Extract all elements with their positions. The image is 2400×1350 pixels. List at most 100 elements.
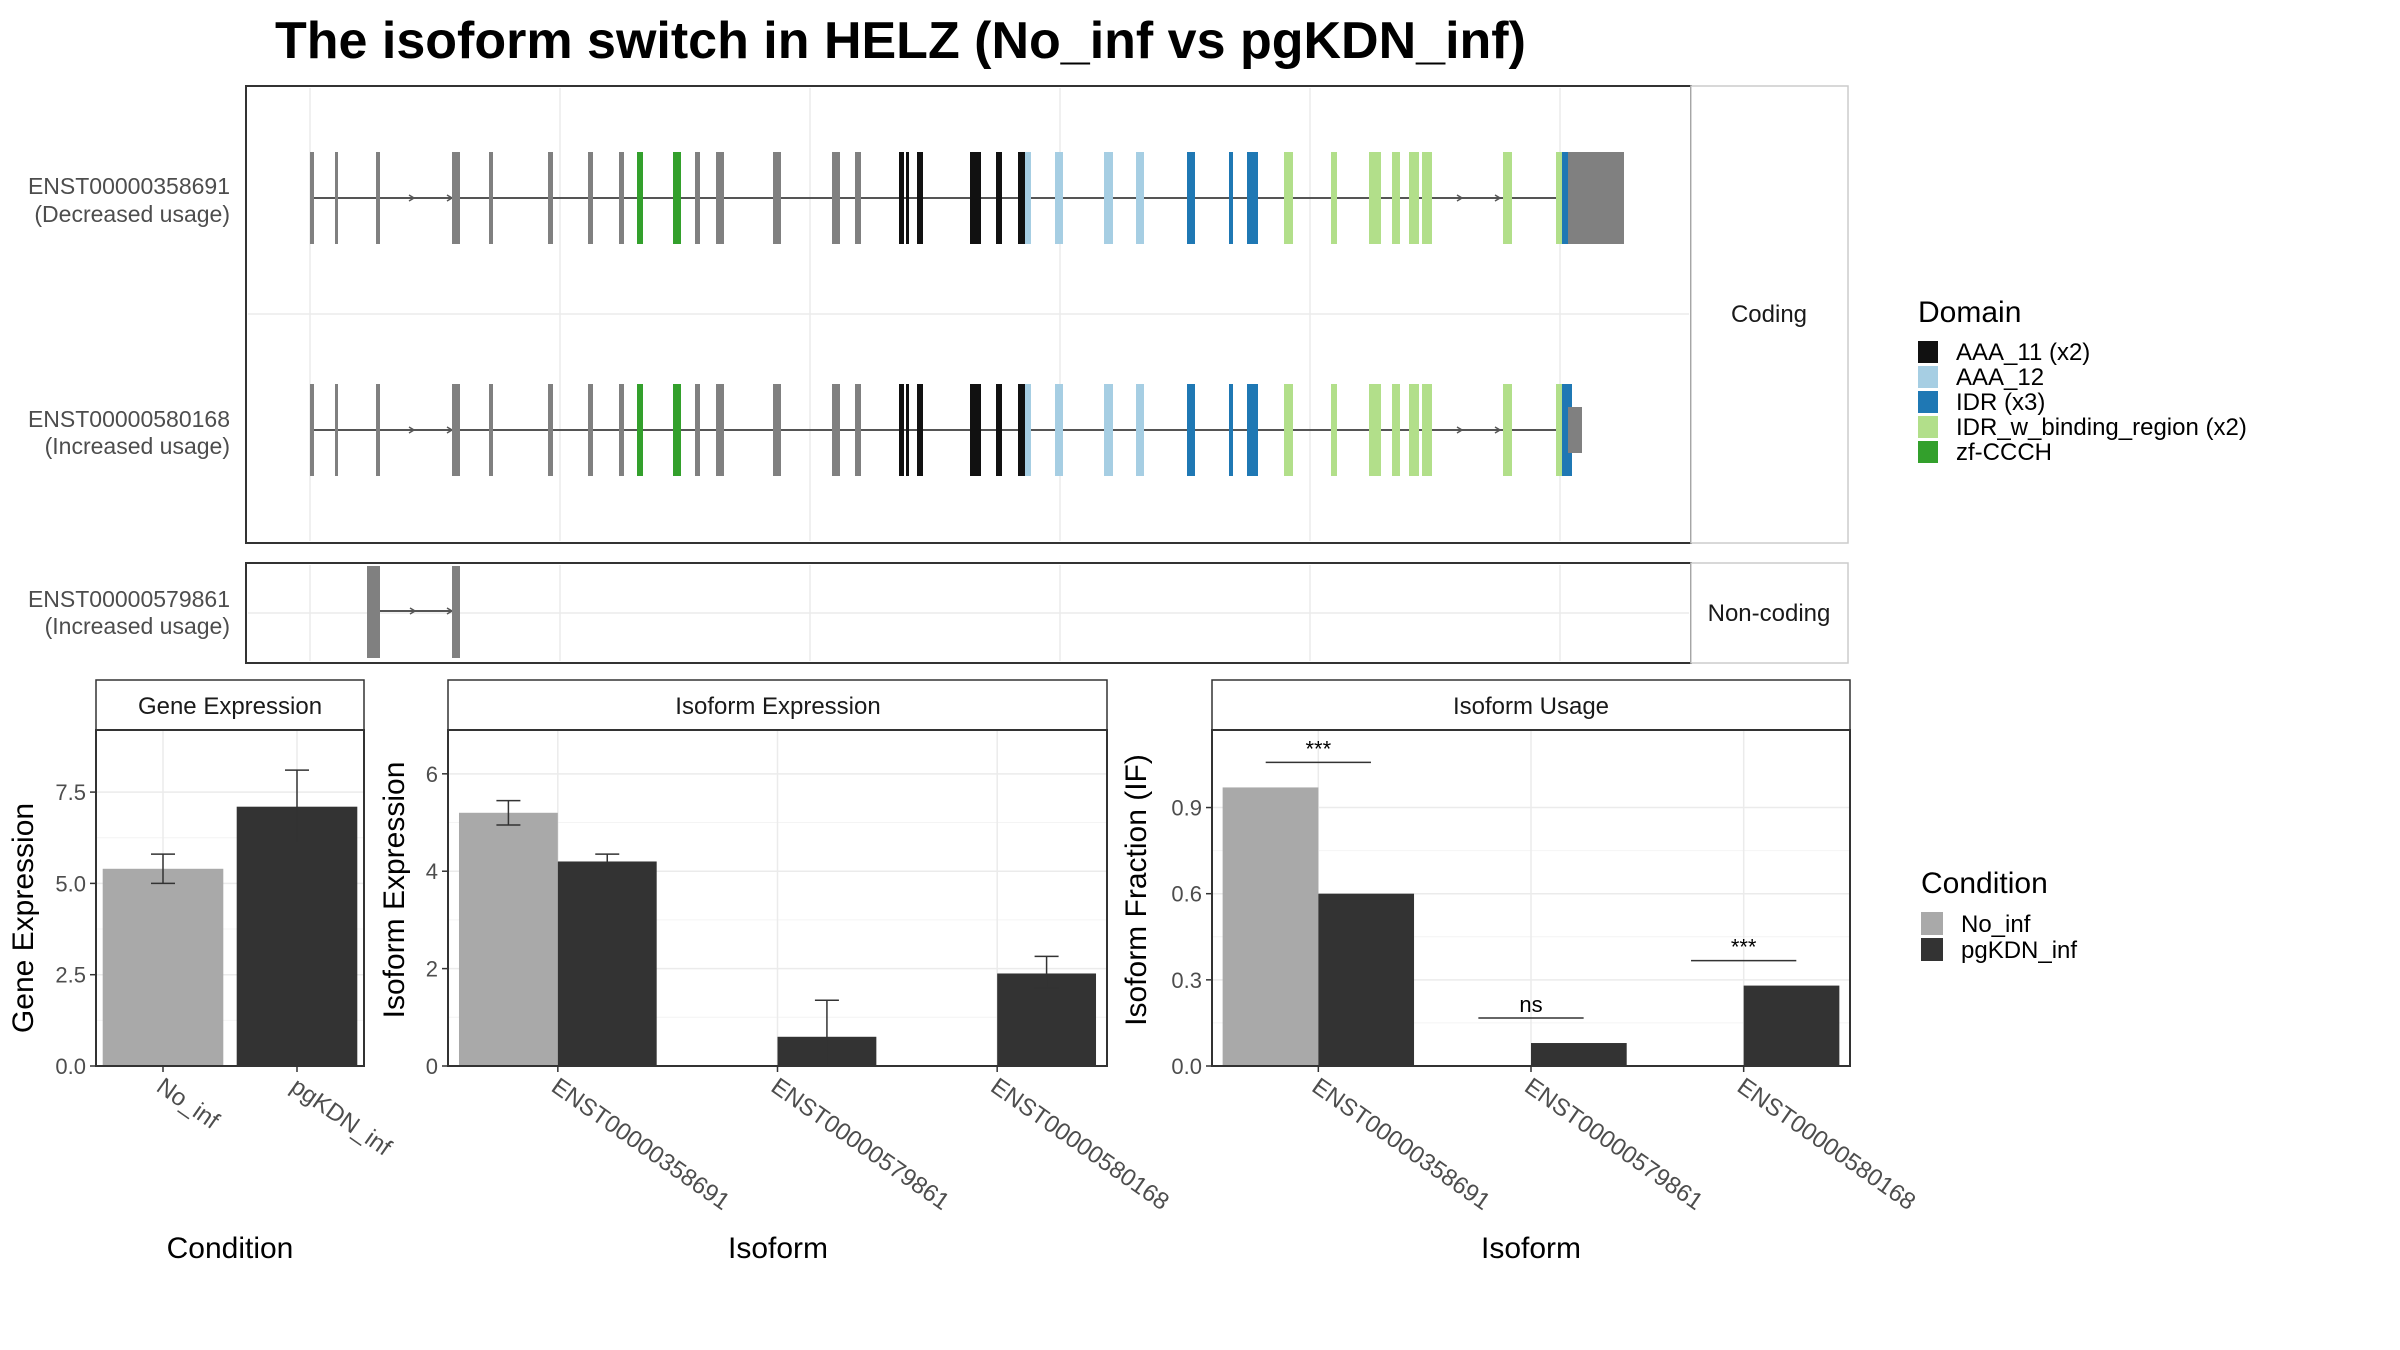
condition-legend-title: Condition bbox=[1921, 867, 2048, 900]
exon bbox=[899, 152, 904, 244]
significance-label: *** bbox=[1731, 935, 1757, 960]
gene-expression-strip bbox=[95, 679, 365, 731]
domain-legend-label: AAA_12 bbox=[1956, 364, 2044, 391]
exon bbox=[1104, 152, 1113, 244]
x-tick-label: ENST00000580168 bbox=[1732, 1073, 1920, 1216]
exon bbox=[906, 152, 909, 244]
domain-legend-label: IDR_w_binding_region (x2) bbox=[1956, 414, 2247, 441]
utr-exon bbox=[376, 384, 380, 476]
exon bbox=[695, 384, 700, 476]
isoform-expression-ylabel: Isoform Expression bbox=[378, 762, 411, 1019]
exon bbox=[1409, 384, 1419, 476]
utr-exon bbox=[376, 152, 380, 244]
exon bbox=[588, 384, 593, 476]
isoform-expression-strip-title: Isoform Expression bbox=[675, 693, 880, 720]
exon bbox=[976, 152, 981, 244]
x-tick-label: ENST00000579861 bbox=[766, 1073, 954, 1216]
exon bbox=[1055, 384, 1063, 476]
bar bbox=[1318, 893, 1415, 1066]
noncoding-strip-label: Non-coding bbox=[1708, 600, 1831, 627]
tx3-id-label: ENST00000579861 bbox=[28, 586, 230, 612]
bar bbox=[557, 861, 657, 1066]
exon bbox=[548, 152, 553, 244]
isoform-expression-chart: 0 2 4 6 ENST00000358691 ENST00000579861 ENST00… bbox=[426, 729, 1174, 1216]
coding-strip bbox=[1690, 85, 1849, 544]
exon bbox=[489, 152, 493, 244]
gene-expression-xlabel: Condition bbox=[167, 1232, 294, 1265]
intron-arrow bbox=[1494, 426, 1502, 434]
y-tick-label: 4 bbox=[426, 859, 438, 884]
exon bbox=[1392, 152, 1400, 244]
bar bbox=[997, 973, 1097, 1066]
isoform-expression-strip bbox=[447, 679, 1108, 731]
exon bbox=[1136, 152, 1144, 244]
y-tick-label: 0.9 bbox=[1171, 796, 1202, 821]
plot-border bbox=[95, 729, 365, 1067]
exon bbox=[1247, 384, 1258, 476]
exon bbox=[1331, 152, 1337, 244]
exon bbox=[1556, 152, 1563, 244]
tx1-id-label: ENST00000358691 bbox=[28, 173, 230, 199]
exon bbox=[367, 566, 380, 658]
isoform-usage-strip-title: Isoform Usage bbox=[1453, 693, 1609, 720]
domain-legend-swatch bbox=[1918, 391, 1938, 413]
exon bbox=[1018, 384, 1025, 476]
y-tick-label: 0.0 bbox=[55, 1054, 86, 1079]
exon bbox=[673, 384, 681, 476]
exon bbox=[1187, 384, 1195, 476]
gene-expression-strip-title: Gene Expression bbox=[138, 693, 322, 720]
exon bbox=[917, 384, 923, 476]
exon bbox=[773, 152, 781, 244]
exon bbox=[548, 384, 553, 476]
isoform-expression-xlabel: Isoform bbox=[728, 1232, 828, 1265]
exon bbox=[1284, 384, 1293, 476]
noncoding-grid bbox=[248, 565, 1689, 661]
exon bbox=[716, 384, 724, 476]
coding-strip-label: Coding bbox=[1731, 301, 1807, 328]
exon bbox=[976, 384, 981, 476]
exon bbox=[1025, 152, 1031, 244]
exon bbox=[1422, 152, 1432, 244]
utr-exon bbox=[335, 384, 338, 476]
tx2-id-label: ENST00000580168 bbox=[28, 406, 230, 432]
bar bbox=[102, 868, 224, 1066]
exon bbox=[619, 384, 624, 476]
exon bbox=[588, 152, 593, 244]
exon bbox=[1331, 384, 1337, 476]
exon bbox=[996, 384, 1002, 476]
y-tick-label: 7.5 bbox=[55, 780, 86, 805]
exon bbox=[452, 384, 460, 476]
tx1-usage-label: (Decreased usage) bbox=[34, 201, 230, 227]
intron-arrow bbox=[409, 607, 417, 615]
figure-title: The isoform switch in HELZ (No_inf vs pg… bbox=[275, 12, 1526, 70]
condition-legend-label: No_inf bbox=[1961, 911, 2031, 938]
exon bbox=[1018, 152, 1025, 244]
intron-arrow bbox=[408, 426, 416, 434]
exon bbox=[855, 152, 861, 244]
intron-arrow bbox=[408, 194, 416, 202]
domain-legend-swatch bbox=[1918, 341, 1938, 363]
intron-arrow bbox=[1456, 426, 1464, 434]
exon bbox=[970, 384, 977, 476]
x-tick-label: pgKDN_inf bbox=[286, 1073, 397, 1162]
domain-legend-label: IDR (x3) bbox=[1956, 389, 2045, 416]
exon bbox=[1229, 152, 1233, 244]
noncoding-strip bbox=[1690, 562, 1849, 664]
domain-legend-title: Domain bbox=[1918, 296, 2021, 329]
exon bbox=[970, 152, 977, 244]
exon bbox=[773, 384, 781, 476]
y-tick-label: 6 bbox=[426, 762, 438, 787]
domain-legend-label: zf-CCCH bbox=[1956, 439, 2052, 466]
condition-legend-swatch bbox=[1921, 938, 1943, 961]
exon bbox=[1409, 152, 1419, 244]
exon bbox=[637, 152, 643, 244]
last-exon bbox=[1568, 407, 1582, 453]
exon bbox=[832, 384, 840, 476]
isoform-usage-ylabel: Isoform Fraction (IF) bbox=[1120, 754, 1153, 1026]
intron-arrow bbox=[1456, 194, 1464, 202]
exon bbox=[489, 384, 493, 476]
tx2-usage-label: (Increased usage) bbox=[45, 433, 230, 459]
domain-legend-swatch bbox=[1918, 416, 1938, 438]
